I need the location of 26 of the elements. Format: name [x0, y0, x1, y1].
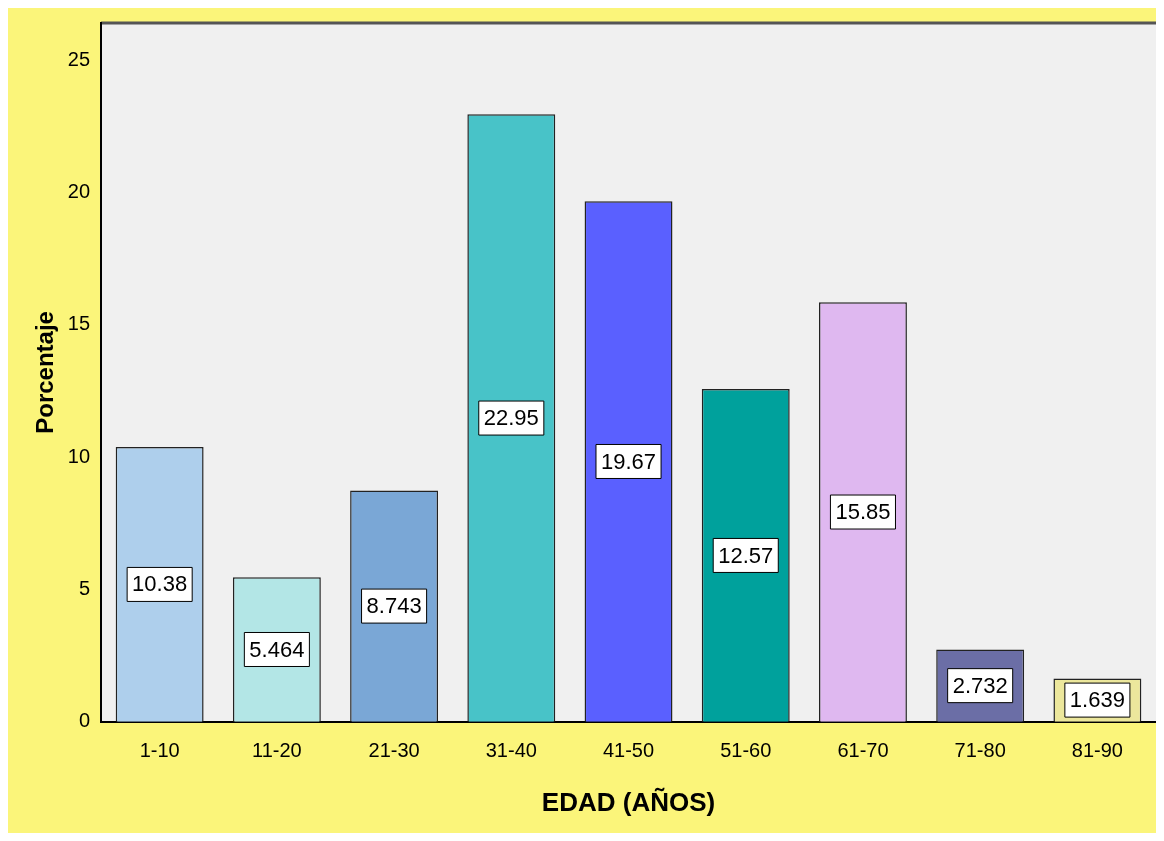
data-label: 19.67 [600, 448, 657, 474]
data-label: 10.38 [132, 571, 188, 597]
y-tick-label: 10 [67, 444, 91, 467]
y-tick-label: 15 [67, 312, 91, 335]
x-tick-label: 11-20 [252, 739, 302, 762]
data-label: 5.464 [249, 636, 305, 662]
y-tick-label: 25 [67, 47, 91, 70]
x-tick-label: 21-30 [368, 739, 420, 762]
y-axis-title: Porcentaje [31, 311, 59, 434]
y-tick-label: 0 [78, 709, 91, 732]
x-tick-label: 71-80 [954, 739, 1006, 762]
x-tick-label: 31-40 [485, 739, 537, 762]
y-tick-label: 5 [78, 576, 91, 599]
data-label: 22.95 [483, 405, 539, 431]
data-label: 12.57 [718, 542, 774, 568]
data-label: 1.639 [1069, 687, 1125, 713]
x-axis-title: EDAD (AÑOS) [541, 786, 716, 817]
data-label: 8.743 [366, 593, 422, 619]
data-label: 15.85 [835, 499, 891, 525]
x-tick-label: 41-50 [602, 739, 655, 762]
y-tick-label: 20 [67, 179, 91, 202]
x-tick-label: 81-90 [1071, 739, 1123, 762]
x-tick-label: 51-60 [720, 739, 772, 762]
data-label: 2.732 [952, 672, 1008, 698]
x-tick-label: 1-10 [139, 739, 180, 762]
x-tick-label: 61-70 [837, 739, 889, 762]
